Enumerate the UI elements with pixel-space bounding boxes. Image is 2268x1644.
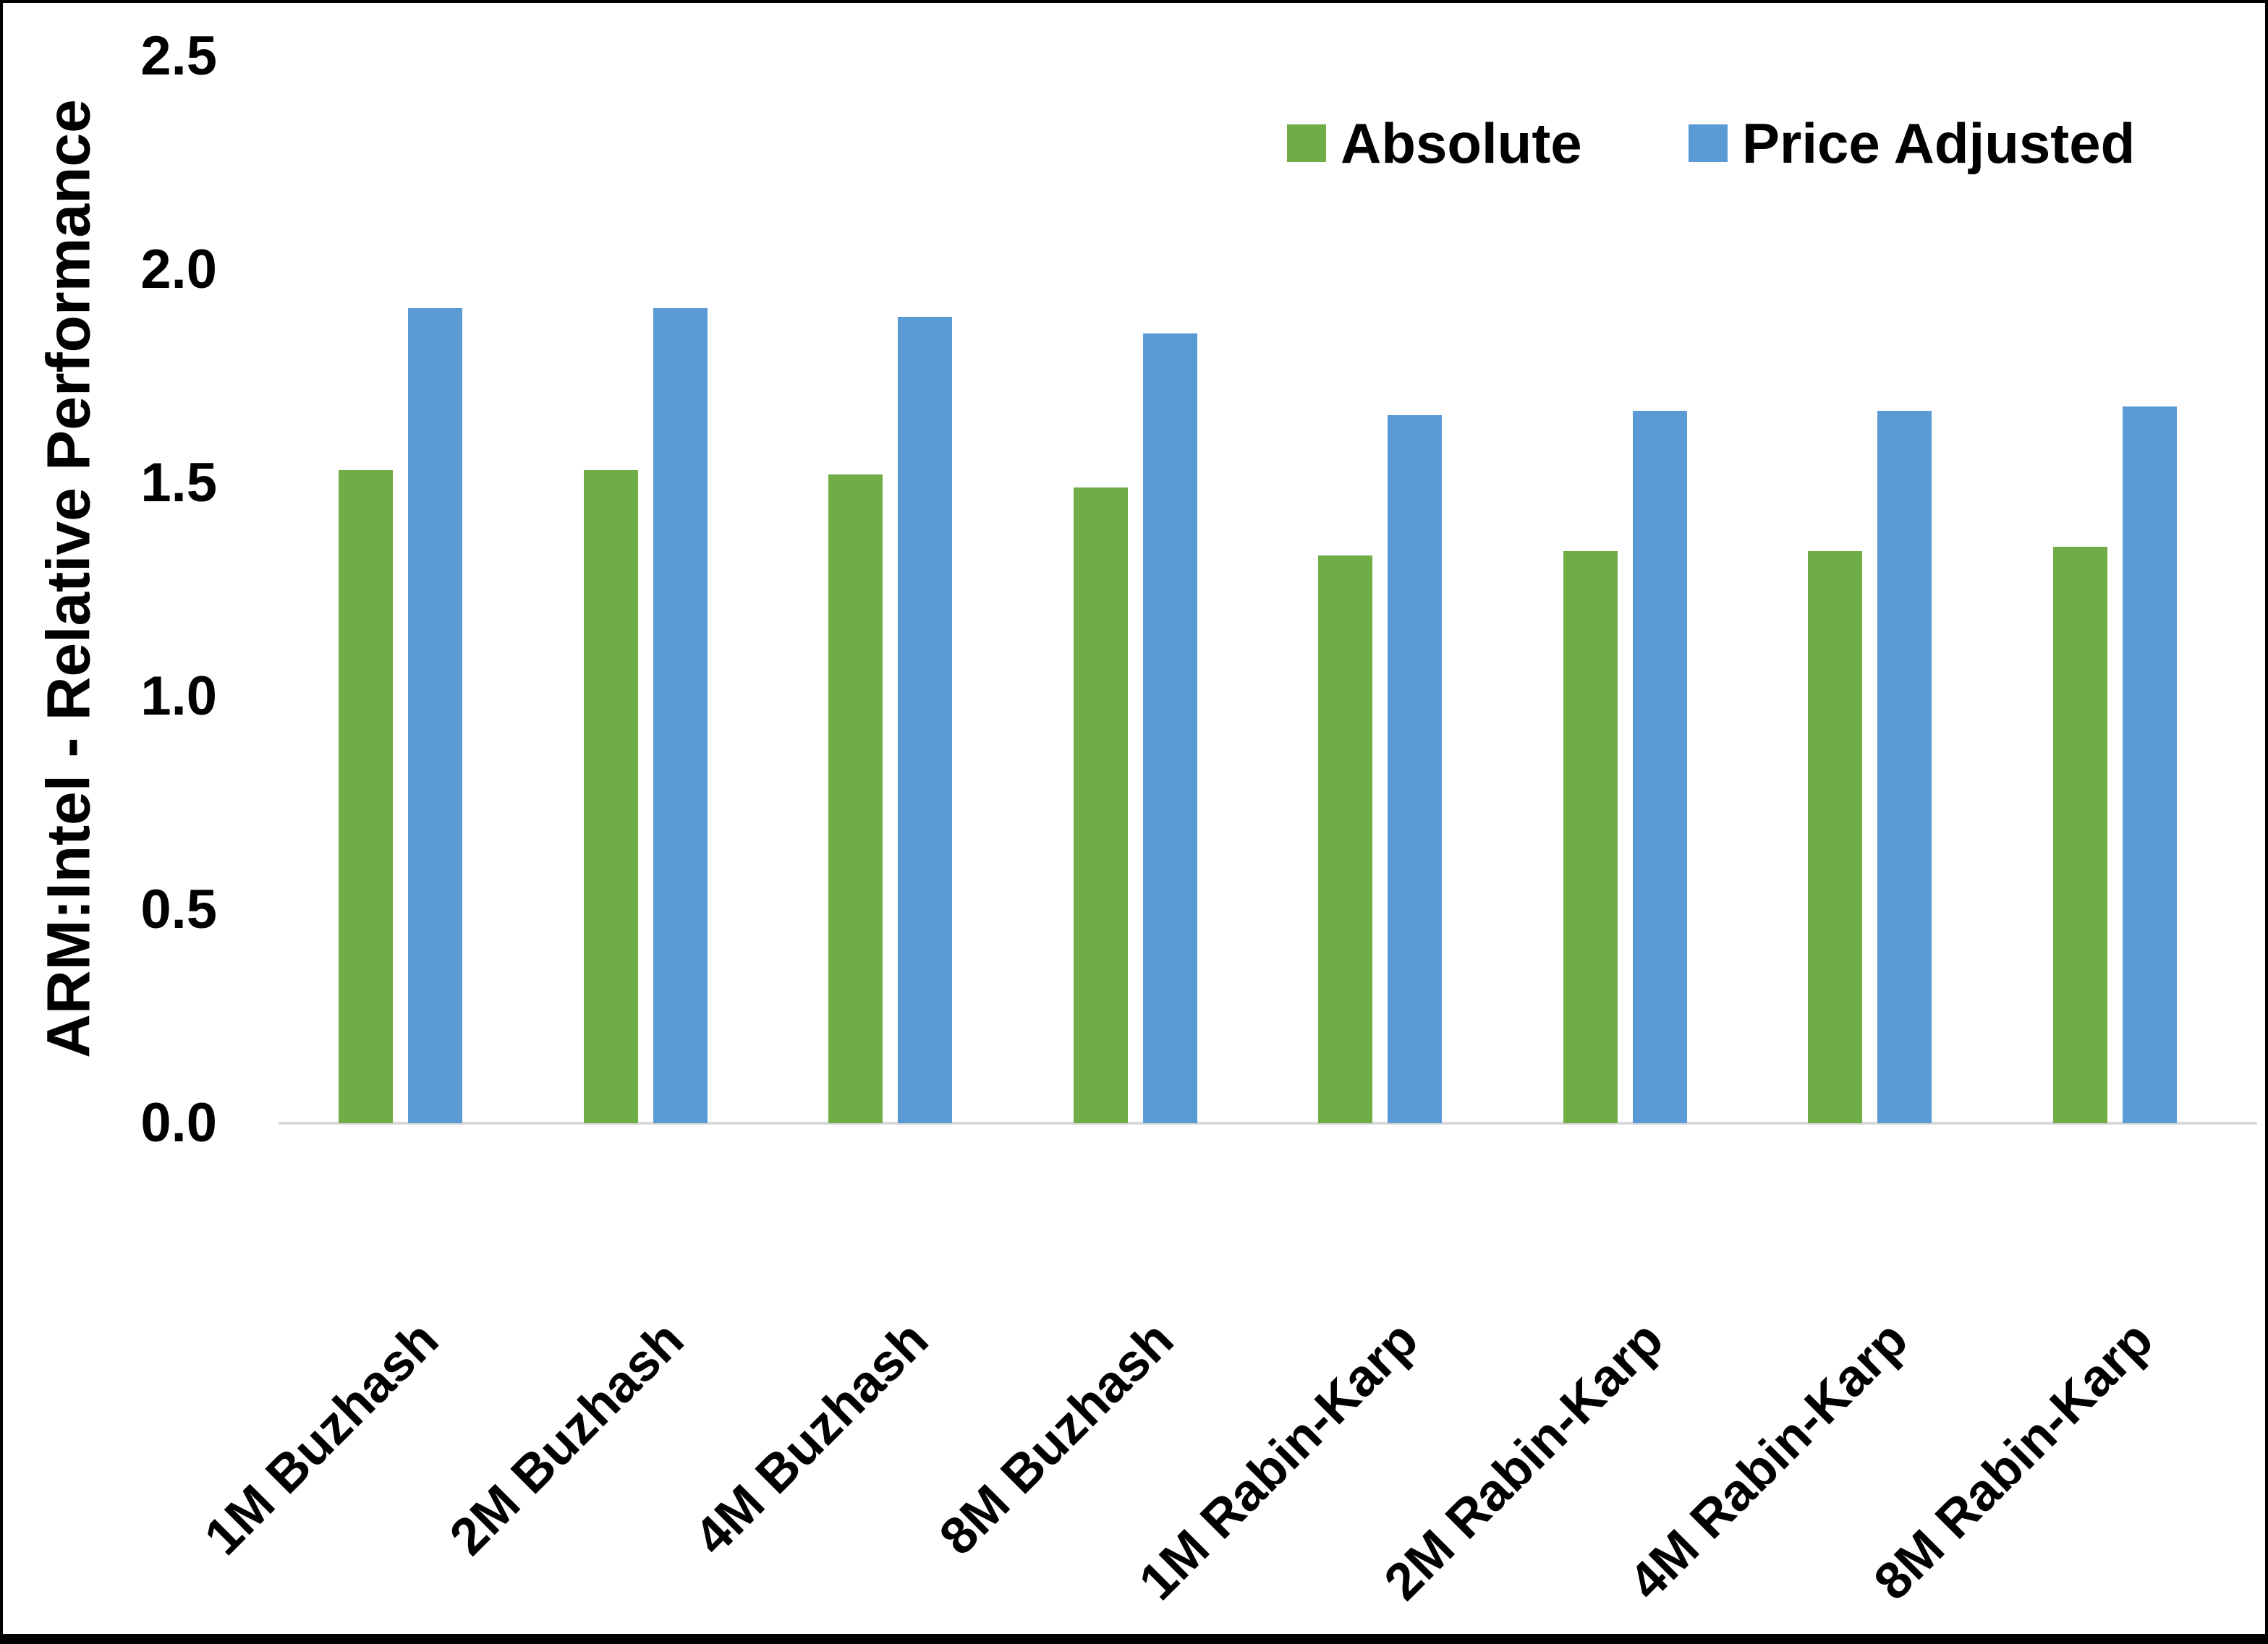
legend-swatch-price-adjusted — [1689, 124, 1728, 162]
plot-area — [279, 56, 2257, 1123]
legend-label-price-adjusted: Price Adjusted — [1742, 111, 2136, 175]
bar-absolute-2m-rabin-karp — [1563, 551, 1618, 1123]
y-tick-label: 0.5 — [140, 879, 217, 940]
x-category-label: 4M Buzhash — [684, 1310, 940, 1567]
bar-absolute-2m-buzhash — [583, 470, 638, 1123]
bar-price-adjusted-8m-rabin-karp — [2122, 406, 2177, 1123]
y-tick-label: 2.5 — [140, 25, 217, 87]
bar-price-adjusted-4m-buzhash — [898, 317, 952, 1123]
y-tick-label: 0.0 — [140, 1092, 217, 1154]
x-category-label: 2M Buzhash — [438, 1310, 695, 1567]
y-tick-label: 1.5 — [140, 452, 217, 514]
x-category-label: 1M Buzhash — [194, 1310, 450, 1567]
x-category-label: 8M Buzhash — [928, 1310, 1185, 1567]
bar-price-adjusted-2m-rabin-karp — [1632, 411, 1687, 1123]
y-tick-label: 1.0 — [140, 665, 217, 727]
bar-price-adjusted-2m-buzhash — [653, 308, 708, 1123]
bar-price-adjusted-8m-buzhash — [1142, 333, 1197, 1123]
x-axis-line — [279, 1122, 2257, 1125]
bar-absolute-4m-rabin-karp — [1808, 551, 1862, 1123]
bar-price-adjusted-4m-rabin-karp — [1877, 411, 1932, 1123]
legend-label-absolute: Absolute — [1341, 111, 1582, 175]
bar-absolute-1m-buzhash — [339, 470, 393, 1123]
y-tick-label: 2.0 — [140, 239, 217, 300]
bar-absolute-8m-rabin-karp — [2052, 547, 2107, 1123]
legend-swatch-absolute — [1287, 124, 1326, 162]
bar-absolute-4m-buzhash — [828, 474, 883, 1123]
bar-absolute-8m-buzhash — [1073, 487, 1128, 1123]
bar-absolute-1m-rabin-karp — [1318, 555, 1372, 1123]
bar-price-adjusted-1m-buzhash — [408, 308, 462, 1123]
bar-price-adjusted-1m-rabin-karp — [1388, 415, 1442, 1123]
